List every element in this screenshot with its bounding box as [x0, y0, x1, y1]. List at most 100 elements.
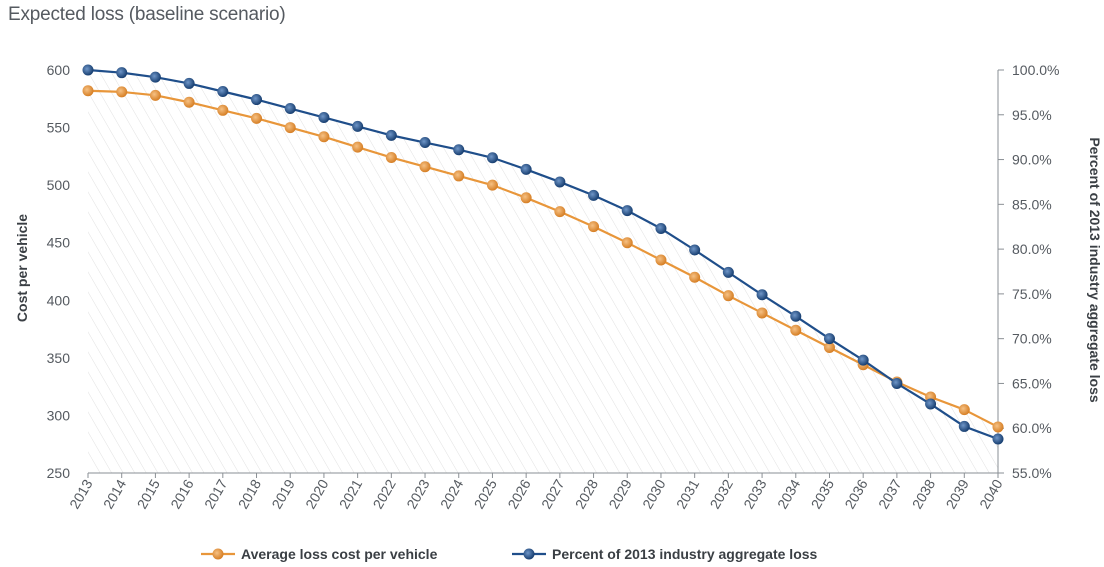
data-point-series-1 — [352, 120, 364, 132]
data-point-series-1 — [857, 354, 869, 366]
data-point-series-0 — [116, 86, 128, 98]
data-point-series-0 — [790, 324, 802, 336]
data-point-series-0 — [486, 179, 498, 191]
data-point-series-1 — [149, 71, 161, 83]
x-tick-label: 2030 — [639, 476, 669, 511]
x-tick-label: 2014 — [100, 476, 130, 511]
right-tick-label: 65.0% — [1012, 375, 1052, 391]
left-tick-label: 600 — [47, 62, 71, 78]
x-tick-label: 2039 — [942, 476, 972, 511]
series — [82, 64, 1004, 445]
series-line-0 — [87, 89, 999, 428]
left-axis-ticks: 250 300 350 400 450 500 550 600 — [47, 62, 71, 481]
data-point-series-0 — [385, 152, 397, 164]
data-point-series-1 — [453, 144, 465, 156]
x-tick-label: 2033 — [740, 476, 770, 511]
left-tick-label: 500 — [47, 177, 71, 193]
x-tick-label: 2015 — [134, 476, 164, 511]
x-tick-label: 2020 — [302, 476, 332, 511]
legend-label-percent-aggregate: Percent of 2013 industry aggregate loss — [552, 546, 818, 562]
data-point-series-1 — [385, 129, 397, 141]
hatched-area-under-curve — [88, 70, 998, 473]
left-tick-label: 350 — [47, 350, 71, 366]
chart-title: Expected loss (baseline scenario) — [8, 4, 286, 25]
x-tick-label: 2025 — [471, 476, 501, 511]
x-tick-label: 2013 — [66, 476, 96, 511]
data-point-series-1 — [689, 244, 701, 256]
x-tick-label: 2016 — [167, 476, 197, 511]
series-line-1 — [87, 68, 999, 440]
data-point-series-0 — [992, 421, 1004, 433]
left-tick-label: 400 — [47, 292, 71, 308]
data-point-series-1 — [891, 377, 903, 389]
data-point-series-0 — [689, 271, 701, 283]
x-tick-label: 2040 — [976, 476, 1006, 511]
data-point-series-0 — [520, 192, 532, 204]
data-point-series-1 — [621, 205, 633, 217]
data-point-series-1 — [925, 398, 937, 410]
data-point-series-0 — [352, 141, 364, 153]
right-tick-label: 60.0% — [1012, 420, 1052, 436]
data-point-series-0 — [621, 237, 633, 249]
data-point-series-0 — [419, 161, 431, 173]
x-tick-label: 2031 — [673, 476, 703, 511]
legend-label-average-loss: Average loss cost per vehicle — [241, 546, 438, 562]
data-point-series-1 — [284, 103, 296, 115]
right-tick-label: 70.0% — [1012, 331, 1052, 347]
x-tick-label: 2019 — [268, 476, 298, 511]
data-point-series-0 — [722, 290, 734, 302]
data-point-series-0 — [823, 341, 835, 353]
data-point-series-0 — [588, 221, 600, 233]
data-point-series-1 — [823, 333, 835, 345]
x-tick-label: 2028 — [572, 476, 602, 511]
x-tick-label: 2023 — [403, 476, 433, 511]
legend-marker-percent-aggregate — [523, 548, 535, 560]
right-tick-label: 55.0% — [1012, 465, 1052, 481]
data-point-series-1 — [217, 85, 229, 97]
data-point-series-1 — [722, 266, 734, 278]
x-tick-label: 2034 — [774, 476, 804, 511]
data-point-series-0 — [958, 404, 970, 416]
x-tick-label: 2035 — [808, 476, 838, 511]
legend-item-percent-aggregate: Percent of 2013 industry aggregate loss — [512, 546, 818, 562]
data-point-series-1 — [588, 189, 600, 201]
data-point-series-1 — [419, 137, 431, 149]
data-point-series-1 — [116, 67, 128, 79]
left-tick-label: 450 — [47, 235, 71, 251]
axes — [88, 70, 999, 474]
y2-axis-label: Percent of 2013 industry aggregate loss — [1087, 137, 1103, 403]
legend-marker-average-loss — [212, 548, 224, 560]
right-tick-label: 90.0% — [1012, 152, 1052, 168]
x-tick-label: 2017 — [201, 476, 231, 511]
data-point-series-1 — [183, 77, 195, 89]
x-tick-label: 2026 — [504, 476, 534, 511]
x-tick-label: 2027 — [538, 476, 568, 511]
data-point-series-1 — [486, 152, 498, 164]
data-point-series-1 — [655, 223, 667, 235]
x-tick-label: 2021 — [336, 476, 366, 511]
legend: Average loss cost per vehicle Percent of… — [201, 546, 818, 562]
data-point-series-0 — [82, 85, 94, 97]
left-tick-label: 250 — [47, 465, 71, 481]
x-tick-label: 2024 — [437, 476, 467, 511]
x-tick-label: 2018 — [235, 476, 265, 511]
y-axis-label: Cost per vehicle — [14, 214, 30, 322]
data-point-series-1 — [756, 289, 768, 301]
data-point-series-1 — [520, 163, 532, 175]
x-tick-label: 2038 — [909, 476, 939, 511]
right-axis-ticks: 55.0% 60.0% 65.0% 70.0% 75.0% 80.0% 85.0% 90.0%… — [998, 62, 1059, 481]
data-point-series-1 — [790, 310, 802, 322]
data-point-series-0 — [655, 254, 667, 266]
data-point-series-0 — [284, 122, 296, 134]
data-point-series-0 — [318, 131, 330, 143]
left-tick-label: 300 — [47, 407, 71, 423]
x-tick-label: 2022 — [369, 476, 399, 511]
x-axis-ticks: 2013 2014 2015 2016 2017 2018 2019 2020 2021 2022… — [66, 473, 1006, 511]
right-tick-label: 80.0% — [1012, 241, 1052, 257]
data-point-series-0 — [149, 89, 161, 101]
data-point-series-0 — [554, 206, 566, 218]
x-tick-label: 2036 — [841, 476, 871, 511]
legend-item-average-loss: Average loss cost per vehicle — [201, 546, 438, 562]
right-tick-label: 95.0% — [1012, 107, 1052, 123]
